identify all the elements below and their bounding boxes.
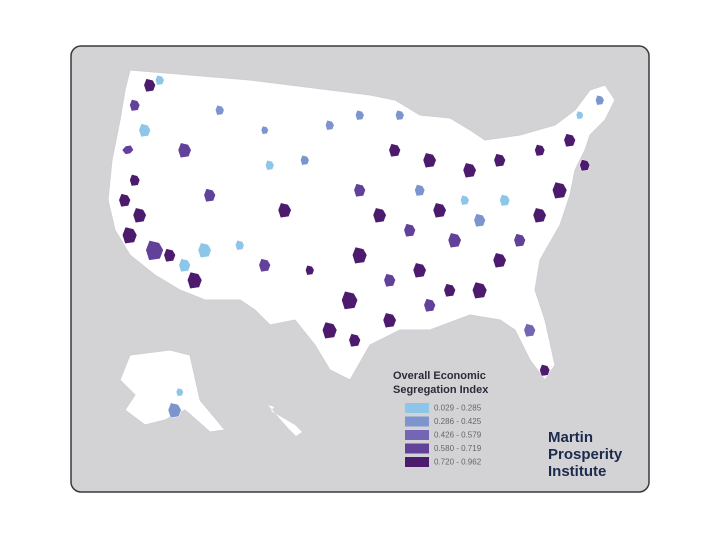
metro-area: [473, 213, 486, 228]
metro-area: [388, 143, 401, 158]
metro-area: [215, 104, 225, 116]
metro-area: [513, 233, 526, 248]
metro-area: [552, 181, 568, 199]
metro-area: [353, 183, 366, 198]
us-outline: [107, 69, 616, 381]
metro-area: [187, 271, 203, 289]
metro-area: [414, 184, 426, 197]
metro-area: [175, 387, 184, 397]
metro-area: [532, 207, 547, 224]
metro-area: [563, 133, 576, 148]
metro-area: [352, 246, 368, 264]
logo-text: Prosperity: [548, 446, 623, 463]
metro-area: [132, 207, 147, 224]
legend-label: 0.720 - 0.962: [434, 458, 482, 467]
metro-area: [492, 252, 507, 269]
metro-area: [260, 125, 269, 135]
metro-area: [472, 281, 488, 299]
metro-area: [277, 202, 292, 219]
metro-area: [595, 94, 605, 106]
metro-area: [499, 194, 511, 207]
legend-swatch: [405, 443, 429, 454]
metro-area: [403, 223, 416, 238]
legend: Overall Economic Segregation Index 0.029…: [393, 370, 489, 467]
metro-area: [575, 110, 584, 120]
metro-area: [412, 262, 427, 279]
logo-text: Martin: [548, 429, 593, 446]
metro-area: [539, 364, 551, 377]
legend-swatch: [405, 416, 429, 427]
metro-area: [305, 264, 315, 276]
metro-area: [523, 323, 536, 338]
metro-area: [145, 240, 164, 261]
metro-area: [395, 109, 405, 121]
metro-area: [462, 162, 477, 179]
hawaii-outline: [268, 405, 302, 436]
metro-areas: [118, 74, 605, 419]
metro-area: [348, 333, 361, 348]
metro-area: [372, 207, 387, 224]
logo: Martin Prosperity Institute: [548, 429, 623, 480]
alaska-outline: [119, 349, 226, 433]
metro-area: [155, 74, 165, 86]
legend-title: Segregation Index: [393, 384, 489, 396]
metro-area: [579, 159, 591, 172]
metro-area: [322, 321, 338, 339]
metro-area: [383, 273, 396, 288]
metro-area: [325, 119, 335, 131]
metro-area: [118, 193, 131, 208]
metro-area: [122, 226, 138, 244]
metro-area: [197, 242, 212, 259]
metro-area: [447, 232, 462, 249]
metro-area: [177, 142, 192, 159]
legend-label: 0.286 - 0.425: [434, 417, 482, 426]
metro-area: [235, 239, 245, 251]
metro-area: [258, 258, 271, 273]
metro-area: [167, 402, 182, 419]
metro-area: [382, 312, 397, 329]
legend-swatch: [405, 403, 429, 413]
metro-area: [493, 153, 506, 168]
metro-area: [143, 78, 156, 93]
metro-area: [138, 123, 151, 138]
metro-area: [129, 99, 141, 112]
legend-swatch: [405, 457, 429, 467]
legend-label: 0.029 - 0.285: [434, 404, 482, 413]
metro-area: [163, 248, 176, 263]
metro-area: [178, 258, 191, 273]
metro-area: [432, 202, 447, 219]
metro-area: [443, 283, 456, 298]
metro-area: [265, 159, 275, 171]
metro-area: [422, 152, 437, 169]
legend-swatch: [405, 430, 429, 440]
metro-area: [355, 109, 365, 121]
legend-label: 0.426 - 0.579: [434, 431, 482, 440]
metro-area: [129, 174, 141, 187]
metro-area: [534, 144, 546, 157]
logo-text: Institute: [548, 463, 606, 480]
metro-area: [300, 154, 310, 166]
metro-area: [203, 188, 216, 203]
metro-area: [121, 144, 134, 155]
legend-label: 0.580 - 0.719: [434, 444, 482, 453]
legend-title: Overall Economic: [393, 370, 486, 382]
metro-area: [341, 290, 358, 310]
metro-area: [460, 194, 470, 206]
metro-area: [423, 298, 436, 313]
